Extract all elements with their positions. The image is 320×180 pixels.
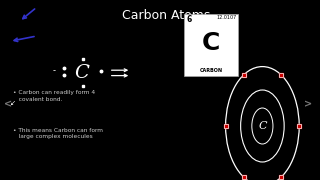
Text: C: C <box>202 31 220 55</box>
Text: C: C <box>74 64 89 82</box>
Text: C: C <box>258 121 267 131</box>
Text: 12.0107: 12.0107 <box>217 15 237 20</box>
Text: -: - <box>53 67 56 76</box>
Text: ↗: ↗ <box>8 98 14 104</box>
Text: 6: 6 <box>187 15 192 24</box>
Text: <: < <box>4 99 12 109</box>
Text: >: > <box>304 99 312 109</box>
Text: Carbon Atoms: Carbon Atoms <box>122 9 211 22</box>
FancyBboxPatch shape <box>184 14 238 76</box>
Text: CARBON: CARBON <box>200 68 223 73</box>
Text: • Carbon can readily form 4
   covalent bond.: • Carbon can readily form 4 covalent bon… <box>13 90 95 102</box>
Text: • This means Carbon can form
   large complex molecules: • This means Carbon can form large compl… <box>13 128 103 139</box>
